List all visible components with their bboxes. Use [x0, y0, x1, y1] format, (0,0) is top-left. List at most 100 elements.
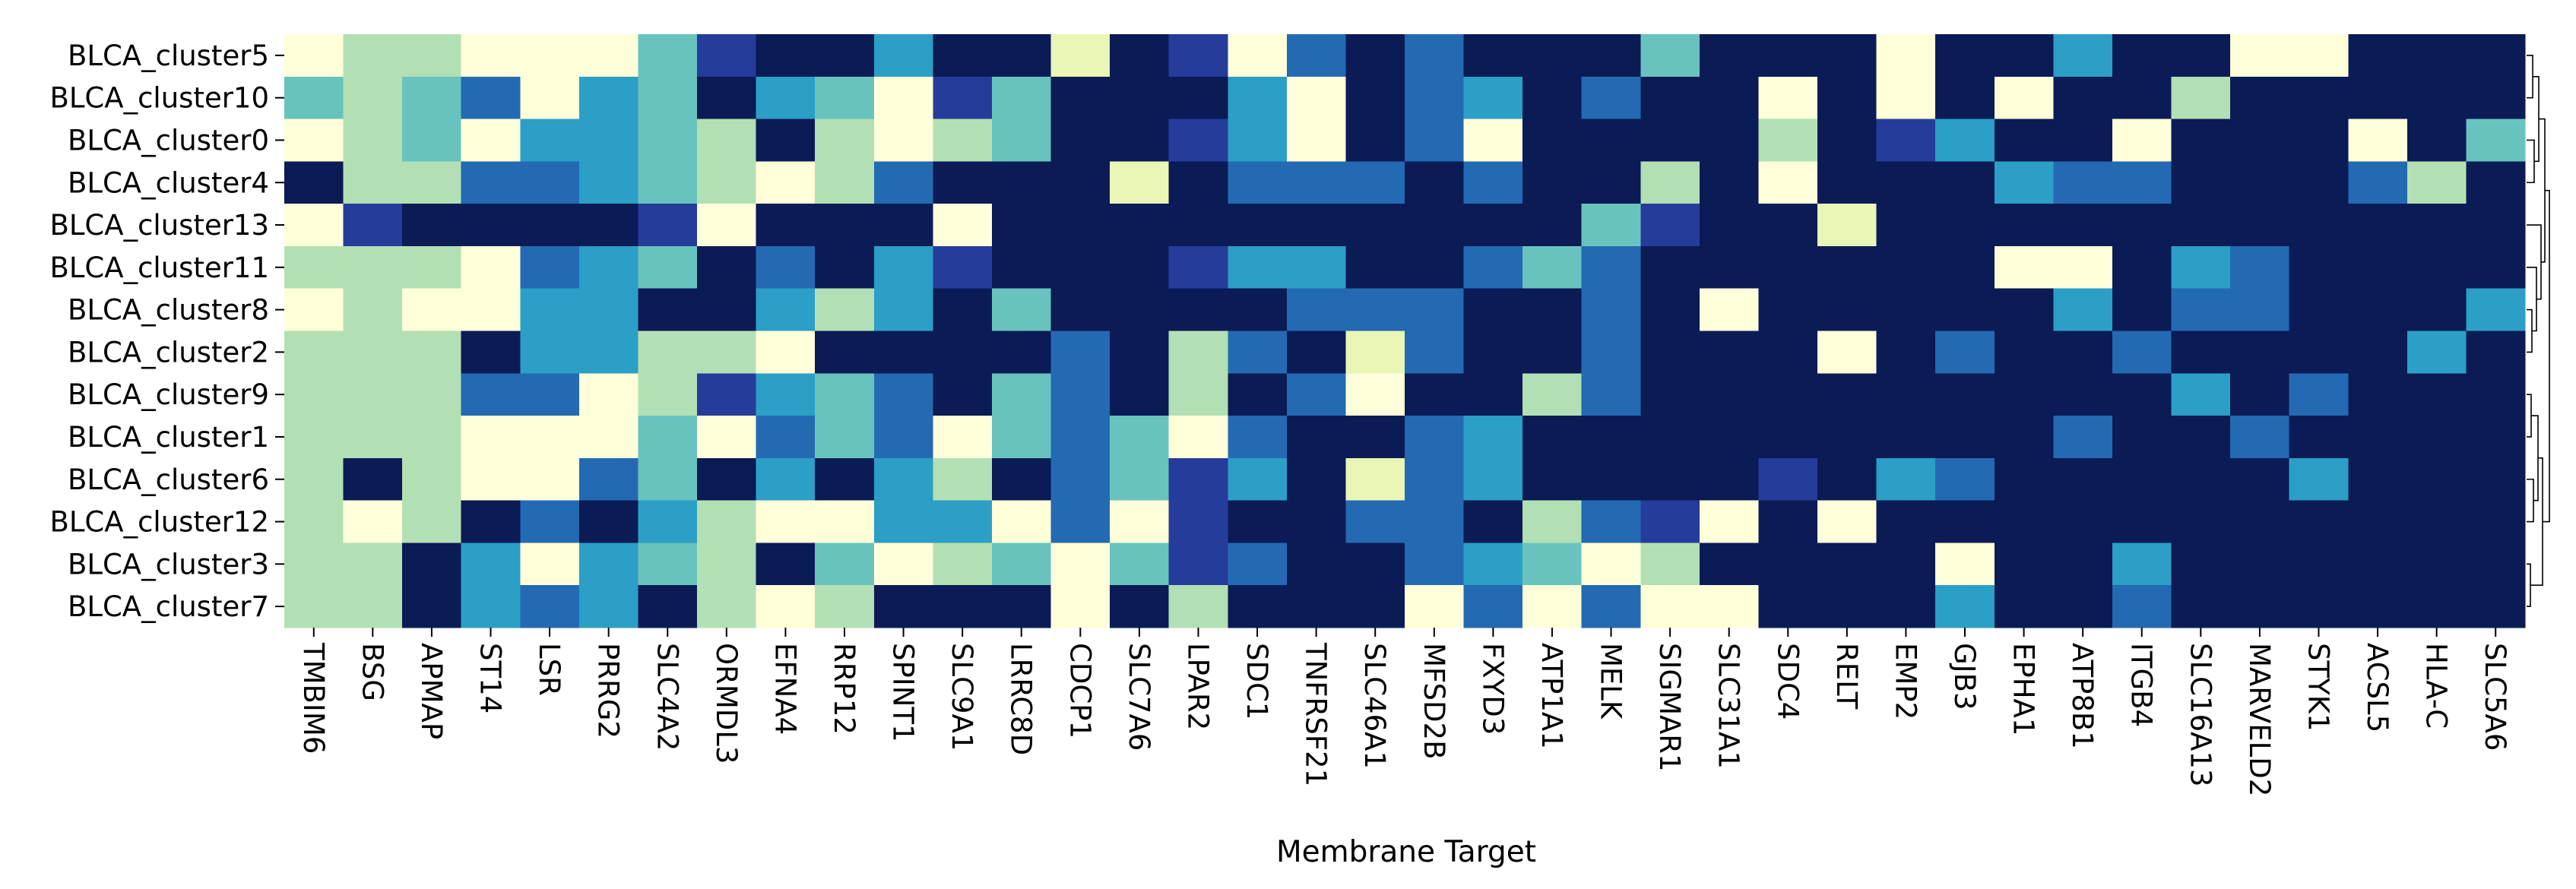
- heatmap-cell: [461, 500, 521, 544]
- heatmap-cell: [873, 331, 933, 374]
- heatmap-cell: [1168, 34, 1228, 78]
- heatmap-cell: [1522, 457, 1583, 501]
- heatmap-cell: [697, 245, 757, 289]
- heatmap-cell: [1581, 373, 1641, 416]
- heatmap-cell: [638, 288, 698, 332]
- heatmap-cell: [1522, 119, 1583, 162]
- heatmap-cell: [1581, 457, 1641, 501]
- heatmap-cell: [1935, 34, 1995, 78]
- heatmap-cell: [1463, 585, 1523, 628]
- heatmap-cell: [284, 373, 344, 416]
- heatmap-cell: [2466, 76, 2526, 120]
- column-label: BSG: [356, 643, 388, 701]
- heatmap-cell: [1168, 585, 1228, 628]
- heatmap-cell: [1817, 76, 1877, 120]
- heatmap-cell: [1699, 288, 1760, 332]
- heatmap-cell: [1463, 76, 1523, 120]
- heatmap-cell: [933, 245, 993, 289]
- heatmap-cell: [2289, 543, 2349, 586]
- dendrogram-branch: [2531, 415, 2539, 501]
- heatmap-cell: [2348, 585, 2408, 628]
- heatmap-cell: [343, 288, 403, 332]
- heatmap-cell: [2406, 204, 2467, 247]
- heatmap-cell: [756, 204, 816, 247]
- heatmap-cell: [2348, 76, 2408, 120]
- heatmap-cell: [1935, 543, 1995, 586]
- heatmap-cell: [1168, 288, 1228, 332]
- heatmap-cell: [1286, 500, 1347, 544]
- heatmap-cell: [2171, 204, 2231, 247]
- heatmap-cell: [991, 373, 1052, 416]
- heatmap-cell: [578, 34, 639, 78]
- heatmap-cell: [402, 543, 462, 586]
- heatmap-cell: [1405, 543, 1465, 586]
- heatmap-cell: [1581, 76, 1641, 120]
- heatmap-cell: [1463, 245, 1523, 289]
- heatmap-cell: [1935, 457, 1995, 501]
- row-label: BLCA_cluster5: [68, 40, 269, 72]
- column-label: SDC4: [1771, 643, 1804, 720]
- heatmap-cell: [284, 161, 344, 204]
- column-label: ATP8B1: [2066, 643, 2099, 749]
- heatmap-cell: [1640, 288, 1700, 332]
- heatmap-cell: [1640, 416, 1700, 459]
- heatmap-cell: [402, 204, 462, 247]
- heatmap-cell: [1345, 457, 1405, 501]
- heatmap-cell: [520, 585, 580, 628]
- heatmap-cell: [1405, 288, 1465, 332]
- heatmap-cell: [2348, 331, 2408, 374]
- heatmap-cell: [1817, 457, 1877, 501]
- heatmap-cell: [1935, 204, 1995, 247]
- heatmap-cell: [1228, 373, 1288, 416]
- heatmap-cell: [2466, 331, 2526, 374]
- heatmap-cell: [638, 34, 698, 78]
- heatmap-cell: [1522, 331, 1583, 374]
- heatmap-cell: [1110, 585, 1170, 628]
- heatmap-cell: [1581, 543, 1641, 586]
- heatmap-cell: [1345, 500, 1405, 544]
- heatmap-cell: [578, 500, 639, 544]
- column-label: ATP1A1: [1535, 643, 1568, 749]
- heatmap-cell: [2406, 457, 2467, 501]
- heatmap-cell: [2053, 585, 2113, 628]
- dendrogram-branch: [2527, 139, 2535, 184]
- column-label: SDC1: [1240, 643, 1273, 720]
- heatmap-cell: [1286, 585, 1347, 628]
- heatmap-cell: [1522, 161, 1583, 204]
- heatmap-cell: [1228, 34, 1288, 78]
- heatmap-cell: [343, 585, 403, 628]
- heatmap-cell: [1699, 543, 1760, 586]
- heatmap-cell: [1405, 457, 1465, 501]
- heatmap-cell: [1817, 585, 1877, 628]
- dendrogram-branch: [2539, 118, 2546, 263]
- heatmap-cell: [1286, 288, 1347, 332]
- heatmap-cell: [1817, 161, 1877, 204]
- heatmap-cell: [284, 416, 344, 459]
- heatmap-cell: [991, 119, 1052, 162]
- heatmap-cell: [2348, 288, 2408, 332]
- heatmap-cell: [343, 119, 403, 162]
- heatmap-cell: [2406, 245, 2467, 289]
- heatmap-cell: [1876, 288, 1936, 332]
- heatmap-cell: [933, 585, 993, 628]
- heatmap-cell: [1345, 245, 1405, 289]
- heatmap-cell: [2406, 331, 2467, 374]
- heatmap-cell: [756, 161, 816, 204]
- heatmap-cell: [2406, 373, 2467, 416]
- dendrogram-branch: [2527, 308, 2533, 353]
- heatmap-cell: [697, 34, 757, 78]
- heatmap-cell: [402, 34, 462, 78]
- column-label: LPAR2: [1182, 643, 1215, 730]
- heatmap-cell: [1463, 416, 1523, 459]
- heatmap-cell: [1110, 76, 1170, 120]
- column-label: EMP2: [1889, 643, 1922, 720]
- heatmap-cell: [520, 119, 580, 162]
- row-label: BLCA_cluster7: [68, 590, 269, 623]
- heatmap-cell: [1286, 543, 1347, 586]
- heatmap-cell: [638, 500, 698, 544]
- heatmap-cell: [343, 457, 403, 501]
- heatmap-cell: [1050, 34, 1111, 78]
- heatmap-cell: [1228, 245, 1288, 289]
- row-label: BLCA_cluster10: [49, 82, 269, 115]
- row-label: BLCA_cluster4: [68, 166, 269, 199]
